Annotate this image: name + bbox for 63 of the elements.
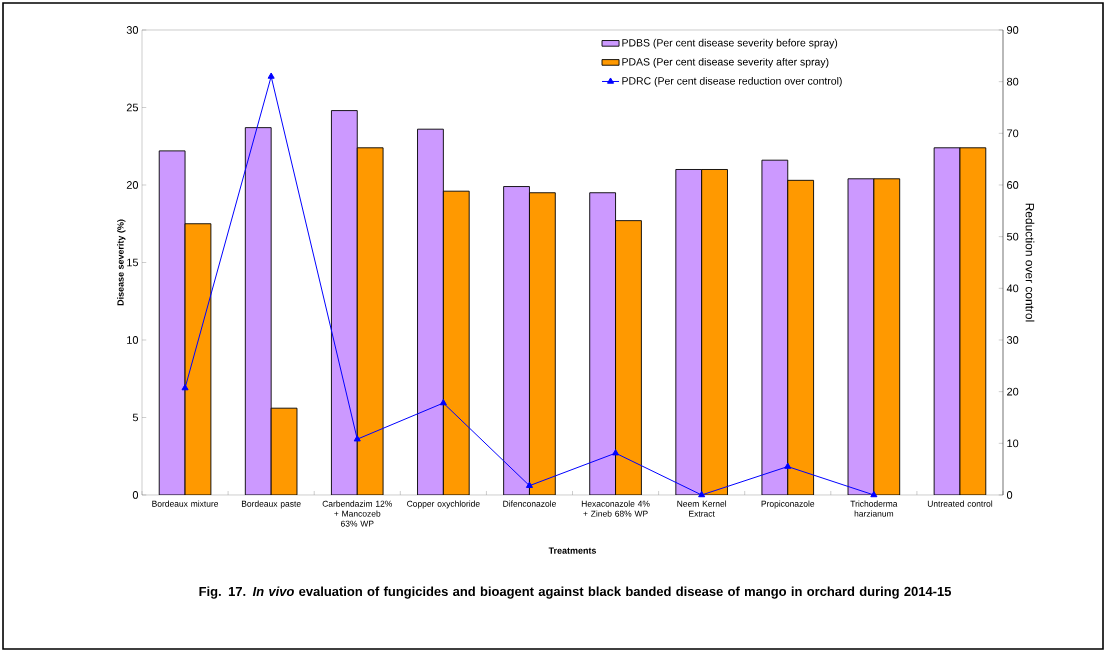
- legend-label: PDRC (Per cent disease reduction over control): [622, 76, 842, 87]
- x-tick-label: Bordeaux paste: [241, 500, 301, 509]
- x-tick-label: Untreated control: [927, 500, 993, 507]
- bar: [589, 192, 617, 495]
- y2-tick-label: 50: [1006, 232, 1019, 241]
- bar: [417, 129, 444, 495]
- y2-tick-label: 30: [1006, 336, 1019, 344]
- y2-tick-label: 10: [1007, 439, 1019, 448]
- point: [612, 449, 620, 456]
- x-tick-label: Neem Kernel Extract: [677, 500, 727, 517]
- x-tick-label: Bordeaux mixture: [152, 500, 219, 507]
- bar: [330, 110, 358, 495]
- bar: [184, 223, 212, 495]
- bar: [529, 192, 556, 495]
- bar: [933, 147, 961, 495]
- y-tick-label: 20: [126, 181, 139, 189]
- y2-tick-label: 60: [1007, 181, 1019, 189]
- point: [267, 72, 275, 79]
- bar: [615, 220, 642, 495]
- legend-label: PDAS (Per cent disease severity after spray): [622, 57, 829, 68]
- x-tick-label: Copper oxychloride: [407, 500, 480, 509]
- point: [870, 490, 878, 498]
- y-tick-label: 5: [132, 413, 139, 422]
- y2-tick-label: 90: [1007, 26, 1019, 34]
- x-tick-label: Propiconazole: [761, 500, 815, 509]
- bar: [356, 147, 384, 495]
- x-tick-label: Trichoderma harzianum: [850, 500, 898, 517]
- point: [439, 399, 447, 406]
- bar: [701, 169, 728, 495]
- y-tick-label: 0: [132, 491, 139, 499]
- point: [698, 490, 706, 498]
- text: Fig. 17. In vivo evaluation of fungicides and bioagent against black banded disease of mango in orchard during 2014-15: [199, 586, 952, 599]
- y-tick-label: 25: [126, 103, 139, 112]
- y2-tick-label: 80: [1007, 77, 1019, 86]
- x-tick-label: Hexaconazole 4% + Zineb 68% WP: [581, 500, 650, 517]
- point: [525, 481, 533, 488]
- bar: [675, 169, 703, 495]
- y2-tick-label: 40: [1006, 284, 1019, 293]
- bar: [503, 186, 530, 495]
- bar: [847, 178, 875, 495]
- y2-tick-label: 20: [1007, 387, 1019, 396]
- y2-tick-label: 70: [1007, 129, 1019, 138]
- bar: [787, 179, 815, 495]
- point: [353, 435, 361, 442]
- x-tick-label: Difenconazole: [503, 500, 556, 507]
- y-tick-label: 10: [127, 336, 139, 344]
- bar: [873, 178, 901, 495]
- bar: [270, 407, 298, 495]
- y-axis-title: Disease severity (%): [117, 219, 126, 306]
- bar: [158, 150, 186, 495]
- bar: [761, 159, 789, 495]
- point: [181, 384, 189, 391]
- legend-label: PDBS (Per cent disease severity before spray): [622, 38, 838, 49]
- bar: [244, 127, 272, 495]
- bar: [959, 147, 987, 495]
- y2-axis-title: Reduction over control: [1025, 203, 1035, 322]
- x-axis-title: Treatments: [548, 547, 597, 554]
- point: [784, 462, 792, 469]
- bar: [443, 191, 470, 495]
- y-tick-label: 15: [127, 258, 139, 267]
- y-tick-label: 30: [126, 26, 139, 34]
- x-tick-label: Carbendazim 12% + Mancozeb 63% WP: [322, 500, 393, 527]
- y2-tick-label: 0: [1006, 491, 1013, 499]
